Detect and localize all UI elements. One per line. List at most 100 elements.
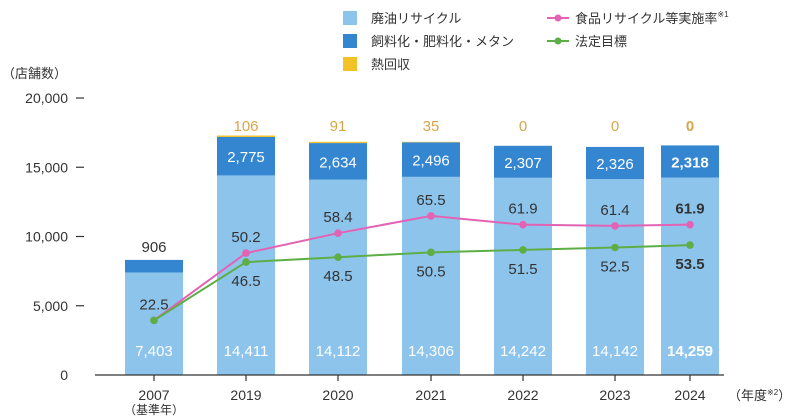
legend-marker-target <box>554 37 562 45</box>
legend-swatch-haiyu <box>343 11 357 25</box>
point-rate-2020 <box>334 229 342 237</box>
line-label-target-2022: 51.5 <box>508 261 537 278</box>
point-rate-2022 <box>519 220 527 229</box>
legend-item-netsu: 熱回収 <box>343 57 410 72</box>
x-tick-label: 2023 <box>599 387 630 403</box>
point-rate-2021 <box>427 212 435 220</box>
point-target-2024 <box>686 241 694 249</box>
bar-shiryo-2021 <box>402 142 460 177</box>
x-tick-label: 2024 <box>674 387 705 403</box>
bar-haiyu-2020 <box>309 179 367 375</box>
line-label-target-2021: 50.5 <box>416 263 445 280</box>
bar-shiryo-2022 <box>494 145 552 178</box>
bar-netsu-2019 <box>217 135 275 137</box>
bar-label-shiryo-2024: 2,318 <box>671 154 709 171</box>
line-label-rate-2024: 61.9 <box>675 201 704 218</box>
point-target-2019 <box>242 258 250 266</box>
legend-item-target: 法定目標 <box>547 34 627 49</box>
legend-text: 飼料化・肥料化・メタン <box>371 34 514 49</box>
line-label-rate-2019: 50.2 <box>231 229 260 246</box>
bar-label-haiyu-2020: 14,112 <box>316 343 361 360</box>
legend-marker-rate <box>554 14 562 22</box>
bar-label-netsu-2023: 0 <box>611 118 619 135</box>
point-target-2023 <box>611 243 619 252</box>
legend-item-shiryo: 飼料化・肥料化・メタン <box>343 34 514 49</box>
line-series <box>150 212 694 325</box>
bar-label-netsu-2022: 0 <box>519 118 527 135</box>
bar-shiryo-2023 <box>586 146 644 180</box>
point-rate-2023 <box>611 222 619 230</box>
line-label-target-2023: 52.5 <box>600 259 629 276</box>
point-target-2007 <box>150 316 158 325</box>
y-tick-label: 5,000 <box>33 298 68 314</box>
bar-label-haiyu-2023: 14,142 <box>592 343 638 360</box>
bar-label-netsu-2019: 106 <box>233 118 258 135</box>
line-label-target-2024: 53.5 <box>675 256 704 273</box>
legend-item-rate: 食品リサイクル等実施率※1 <box>547 10 729 26</box>
bar-label-shiryo-2019: 2,775 <box>227 149 265 166</box>
point-target-2022 <box>519 246 527 254</box>
y-axis-unit-label: （店舗数） <box>2 66 67 81</box>
line-label-rate-2022: 61.9 <box>508 201 537 218</box>
point-target-2020 <box>334 253 342 262</box>
bar-label-shiryo-2020: 2,634 <box>319 154 357 171</box>
y-axis: 0 5,000 10,000 15,000 20,000 <box>25 90 84 383</box>
legend-swatch-netsu <box>343 57 357 71</box>
bar-label-netsu-2021: 35 <box>423 118 440 135</box>
legend-text: 熱回収 <box>371 57 410 72</box>
legend-sup: ※1 <box>717 10 729 19</box>
x-axis: 2007（基準年） 2019 2020 2021 2022 2023 2024 <box>95 374 724 417</box>
bar-shiryo-2024 <box>661 145 719 178</box>
x-tick-sublabel: （基準年） <box>124 402 184 417</box>
bar-shiryo-2007 <box>125 259 183 273</box>
legend-swatch-shiryo <box>343 34 357 48</box>
y-tick-label: 20,000 <box>25 90 68 106</box>
line-label-rate-2020: 58.4 <box>323 209 352 226</box>
x-tick-label: 2021 <box>415 387 446 403</box>
line-label-rate-2023: 61.4 <box>600 202 629 219</box>
bar-haiyu-2021 <box>402 176 460 375</box>
bar-shiryo-2019 <box>217 136 275 176</box>
legend-text: 食品リサイクル等実施率 <box>575 11 717 26</box>
x-axis-unit-label: （年度※2） <box>728 388 791 403</box>
bar-haiyu-2024 <box>661 177 719 375</box>
bar-label-shiryo-2022: 2,307 <box>504 155 542 172</box>
line-label-target-2019: 46.5 <box>231 273 260 290</box>
bar-shiryo-2020 <box>309 143 367 180</box>
x-tick-label: 2022 <box>507 387 538 403</box>
bar-haiyu-2022 <box>494 177 552 375</box>
point-rate-2019 <box>242 249 250 257</box>
line-label-target-2020: 48.5 <box>323 268 352 285</box>
legend-label-rate: 食品リサイクル等実施率※1 <box>575 10 729 26</box>
legend-text: 法定目標 <box>575 34 627 49</box>
legend-label-netsu: 熱回収 <box>371 57 410 72</box>
bar-label-shiryo-2007: 906 <box>141 239 166 256</box>
y-tick-label: 10,000 <box>25 229 68 245</box>
bar-label-netsu-2020: 91 <box>330 118 347 135</box>
bar-netsu-2020 <box>309 141 367 144</box>
line-label-rate-2007: 22.5 <box>139 296 168 313</box>
legend-label-target: 法定目標 <box>575 34 627 49</box>
data-labels: 7,403 906 14,411 2,775 106 14,112 2,634 91 14,30… <box>135 118 713 360</box>
bar-label-haiyu-2019: 14,411 <box>224 343 269 360</box>
legend-label-shiryo: 飼料化・肥料化・メタン <box>371 34 514 49</box>
point-target-2021 <box>427 248 435 257</box>
bar-label-netsu-2024: 0 <box>686 118 694 135</box>
legend-item-haiyu: 廃油リサイクル <box>343 11 461 26</box>
x-tick-label: 2019 <box>230 387 261 403</box>
y-tick-label: 15,000 <box>25 159 68 175</box>
x-tick-label: 2020 <box>322 387 353 403</box>
x-tick-label: 2007 <box>138 387 169 403</box>
point-rate-2024 <box>686 220 694 229</box>
bar-haiyu-2023 <box>586 179 644 375</box>
bar-label-haiyu-2007: 7,403 <box>135 343 173 360</box>
bar-label-haiyu-2022: 14,242 <box>500 343 546 360</box>
legend-text: 廃油リサイクル <box>371 11 461 26</box>
legend-label-haiyu: 廃油リサイクル <box>371 11 461 26</box>
bar-label-shiryo-2023: 2,326 <box>596 156 634 173</box>
bar-label-shiryo-2021: 2,496 <box>412 153 450 170</box>
bar-label-haiyu-2021: 14,306 <box>408 343 454 360</box>
bar-label-haiyu-2024: 14,259 <box>667 343 713 360</box>
